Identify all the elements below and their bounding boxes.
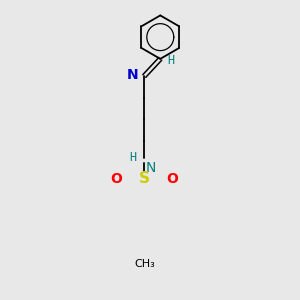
Text: O: O <box>111 172 123 186</box>
Text: H: H <box>129 151 136 164</box>
Text: S: S <box>139 171 150 186</box>
Text: N: N <box>127 68 139 82</box>
Text: CH₃: CH₃ <box>134 260 155 269</box>
Text: O: O <box>166 172 178 186</box>
Text: N: N <box>146 160 156 175</box>
Text: H: H <box>167 54 174 67</box>
